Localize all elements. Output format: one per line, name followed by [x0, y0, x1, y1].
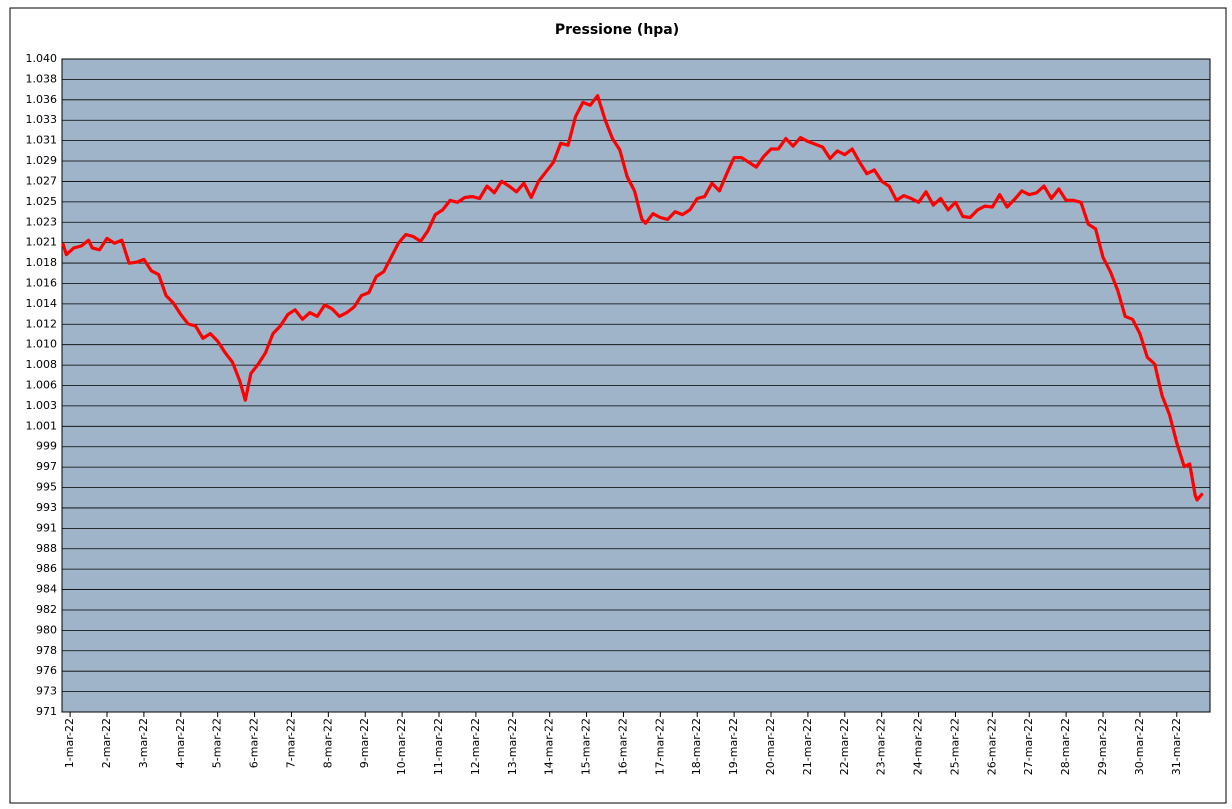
- y-tick-label: 1.010: [26, 338, 58, 351]
- y-tick-label: 984: [36, 583, 57, 596]
- y-tick-label: 988: [36, 542, 57, 555]
- y-tick-label: 991: [36, 521, 57, 534]
- x-tick-label: 9-mar-22: [358, 718, 371, 768]
- x-tick-label: 17-mar-22: [653, 718, 666, 775]
- x-tick-label: 19-mar-22: [727, 718, 740, 775]
- y-tick-label: 1.001: [26, 419, 58, 432]
- y-tick-label: 1.029: [26, 154, 58, 167]
- x-tick-label: 30-mar-22: [1133, 718, 1146, 775]
- y-tick-label: 1.025: [26, 195, 58, 208]
- x-tick-label: 10-mar-22: [395, 718, 408, 775]
- x-tick-label: 24-mar-22: [912, 718, 925, 775]
- y-tick-label: 986: [36, 562, 57, 575]
- plot-border: [61, 58, 1211, 713]
- y-tick-label: 1.031: [26, 134, 58, 147]
- x-tick-label: 7-mar-22: [284, 718, 297, 768]
- y-tick-label: 973: [36, 685, 57, 698]
- x-tick-label: 3-mar-22: [137, 718, 150, 768]
- y-tick-label: 1.021: [26, 236, 58, 249]
- y-tick-label: 980: [36, 623, 57, 636]
- x-tick-label: 16-mar-22: [616, 718, 629, 775]
- y-tick-label: 982: [36, 603, 57, 616]
- y-tick-label: 1.038: [26, 72, 58, 85]
- y-tick-label: 1.040: [26, 52, 58, 65]
- x-tick-label: 5-mar-22: [211, 718, 224, 768]
- x-tick-label: 8-mar-22: [321, 718, 334, 768]
- y-tick-label: 976: [36, 664, 57, 677]
- x-tick-label: 22-mar-22: [838, 718, 851, 775]
- x-tick-label: 1-mar-22: [63, 718, 76, 768]
- x-tick-label: 2-mar-22: [100, 718, 113, 768]
- x-tick-label: 29-mar-22: [1096, 718, 1109, 775]
- y-tick-label: 978: [36, 644, 57, 657]
- chart-title: Pressione (hpa): [555, 22, 679, 38]
- y-tick-label: 1.027: [26, 174, 58, 187]
- x-tick-label: 14-mar-22: [543, 718, 556, 775]
- x-tick-label: 23-mar-22: [875, 718, 888, 775]
- y-tick-label: 999: [36, 440, 57, 453]
- y-tick-label: 995: [36, 481, 57, 494]
- y-tick-label: 1.008: [26, 358, 58, 371]
- x-tick-label: 11-mar-22: [432, 718, 445, 775]
- y-tick-label: 993: [36, 501, 57, 514]
- y-tick-label: 1.014: [26, 297, 58, 310]
- y-tick-label: 1.036: [26, 93, 58, 106]
- x-tick-label: 25-mar-22: [948, 718, 961, 775]
- x-tick-label: 21-mar-22: [801, 718, 814, 775]
- x-tick-label: 12-mar-22: [469, 718, 482, 775]
- x-tick-label: 6-mar-22: [248, 718, 261, 768]
- x-tick-label: 15-mar-22: [580, 718, 593, 775]
- y-tick-label: 1.023: [26, 215, 58, 228]
- x-tick-label: 18-mar-22: [690, 718, 703, 775]
- y-tick-label: 1.016: [26, 276, 58, 289]
- x-tick-label: 13-mar-22: [506, 718, 519, 775]
- x-tick-label: 27-mar-22: [1022, 718, 1035, 775]
- y-tick-label: 971: [36, 705, 57, 718]
- y-tick-label: 1.018: [26, 256, 58, 269]
- data-line: [61, 94, 1204, 502]
- x-tick-label: 4-mar-22: [174, 718, 187, 768]
- x-tick-label: 26-mar-22: [985, 718, 998, 775]
- y-tick-label: 1.006: [26, 379, 58, 392]
- y-tick-label: 1.033: [26, 113, 58, 126]
- x-tick-label: 20-mar-22: [764, 718, 777, 775]
- y-tick-label: 1.003: [26, 399, 58, 412]
- x-tick-label: 28-mar-22: [1059, 718, 1072, 775]
- y-tick-label: 997: [36, 460, 57, 473]
- x-tick-label: 31-mar-22: [1170, 718, 1183, 775]
- y-tick-label: 1.012: [26, 317, 58, 330]
